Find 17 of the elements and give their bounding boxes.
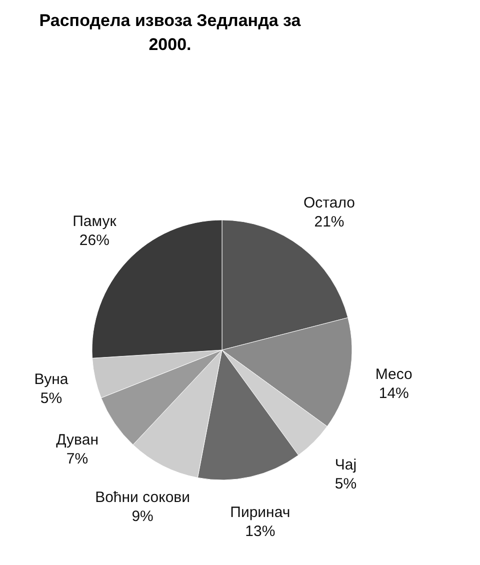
data-label: 5% <box>334 476 357 493</box>
data-label: 13% <box>245 522 276 540</box>
slice-label: Воћни сокови <box>95 488 190 506</box>
slice-label: Пиринач <box>230 504 290 521</box>
data-label: 21% <box>314 214 344 231</box>
slice-label: Вуна <box>34 371 69 388</box>
data-label: 7% <box>66 450 88 468</box>
data-label: 9% <box>132 508 154 525</box>
slice-label: Месо <box>375 366 412 383</box>
chart-title: Расподела извоза Зедланда за 2000. <box>39 11 302 54</box>
slice-label: Остало <box>304 194 355 212</box>
data-label: 14% <box>378 384 409 402</box>
data-label: 26% <box>79 232 110 250</box>
slice-label: Чај <box>334 456 357 474</box>
slice-label: Дуван <box>56 431 98 448</box>
slice-label: Памук <box>72 213 117 230</box>
data-label: 5% <box>40 390 62 408</box>
